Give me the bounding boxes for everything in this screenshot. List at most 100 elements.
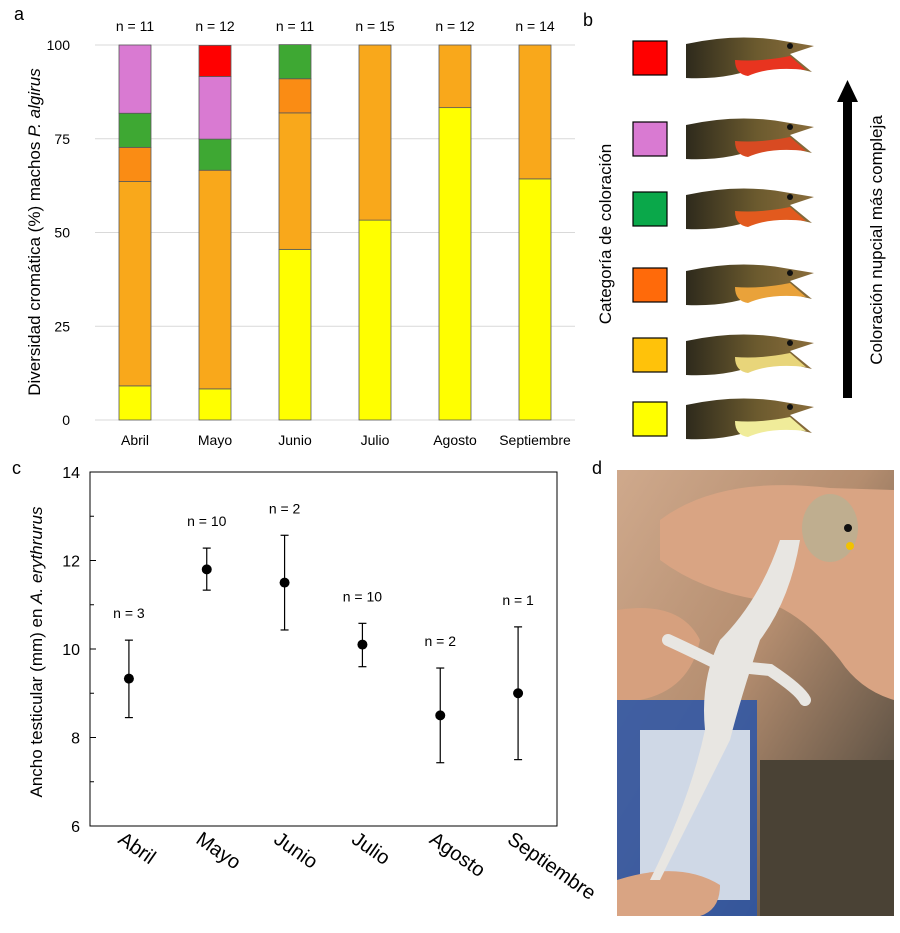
color-swatch: [632, 337, 668, 373]
lizard-throat: [735, 137, 806, 157]
color-swatch: [632, 40, 668, 76]
lizard-eye: [844, 524, 852, 532]
y-tick-label: 14: [62, 465, 80, 482]
lizard-throat: [735, 283, 806, 303]
bar-segment-rosa: [118, 44, 152, 114]
bar-segment-naranja-claro: [198, 169, 232, 390]
y-axis-title: Ancho testicular (mm) en A. erythrurus: [27, 506, 46, 797]
lizard-eye: [787, 124, 793, 130]
sample-size-label: n = 10: [343, 588, 383, 604]
panel-label-b: b: [583, 10, 593, 30]
sample-size-label: n = 1: [502, 592, 534, 608]
mean-point: [357, 639, 368, 650]
bar-segment-verde: [198, 138, 232, 171]
lizard-eye: [787, 404, 793, 410]
lizard-throat: [735, 417, 806, 437]
bar-segment-naranja-claro: [438, 44, 472, 109]
x-tick-label: Abril: [114, 828, 159, 869]
arrow-head: [837, 80, 858, 102]
ground: [760, 760, 894, 916]
sample-size-label: n = 15: [355, 18, 395, 34]
x-tick-label: Agosto: [433, 432, 477, 448]
lizard-head-photo: [686, 117, 814, 163]
y-tick-label: 0: [62, 412, 70, 428]
sample-size-label: n = 10: [187, 513, 227, 529]
color-swatch: [632, 191, 668, 227]
arrow-shaft: [843, 100, 852, 398]
bar-segment-amarillo: [518, 178, 552, 421]
bar-segment-amarillo: [358, 219, 392, 421]
color-swatch: [632, 401, 668, 437]
lizard-eye: [787, 270, 793, 276]
sample-size-label: n = 11: [116, 18, 154, 34]
arrow-label: Coloración nupcial más compleja: [867, 115, 886, 365]
sample-size-label: n = 12: [435, 18, 475, 34]
bar-segment-naranja: [278, 78, 312, 114]
yellow-marker: [846, 542, 854, 550]
bar-segment-rojo: [198, 44, 232, 77]
hand-left: [617, 608, 700, 700]
mean-point: [123, 673, 134, 684]
plot-frame: [89, 471, 558, 827]
sample-size-label: n = 3: [113, 605, 145, 621]
sample-size-label: n = 2: [269, 500, 301, 516]
bar-segment-naranja-claro: [118, 181, 152, 387]
y-tick-label: 8: [71, 731, 80, 748]
lizard-head-shape: [686, 334, 814, 376]
x-tick-label: Junio: [278, 432, 312, 448]
bar-segment-naranja-claro: [358, 44, 392, 221]
error-bar-chart: 6 8 10 12 14 n = 3 n = 10 n = 2 n = 10 n = 2 n = …: [27, 465, 600, 905]
bar-segment-amarillo: [198, 388, 232, 421]
x-tick-label: Junio: [270, 828, 322, 873]
bar-segment-rosa: [198, 76, 232, 140]
lizard-head-photo: [686, 333, 814, 379]
x-tick-label: Abril: [121, 432, 149, 448]
y-tick-label: 100: [47, 37, 71, 53]
lizard-head-photo: [686, 263, 814, 309]
panel-label-d: d: [592, 458, 602, 478]
bar-segment-naranja: [118, 146, 152, 182]
mean-point: [513, 688, 524, 699]
y-tick-label: 75: [54, 131, 70, 147]
bar-segment-naranja-claro: [278, 112, 312, 250]
lizard-head-shape: [686, 264, 814, 306]
x-tick-label: Septiembre: [499, 432, 571, 448]
lizard-throat: [735, 56, 806, 76]
mean-point: [435, 710, 446, 721]
lizard-eye: [787, 43, 793, 49]
y-tick-label: 6: [71, 819, 80, 836]
lizard-legs: [662, 634, 811, 706]
lizard-eye: [787, 194, 793, 200]
lizard-head-photo: [686, 36, 814, 82]
lizard-throat: [735, 353, 806, 373]
lizard-photo: [617, 470, 894, 916]
sample-size-label: n = 14: [515, 18, 555, 34]
color-swatch: [632, 267, 668, 303]
sample-size-label: n = 11: [276, 18, 314, 34]
x-tick-label: Agosto: [425, 828, 489, 882]
sample-size-label: n = 2: [424, 633, 456, 649]
sample-size-label: n = 12: [195, 18, 235, 34]
y-tick-label: 12: [62, 554, 80, 571]
lizard-belly: [650, 540, 800, 880]
bar-segment-amarillo: [438, 107, 472, 421]
y-tick-label: 50: [54, 225, 70, 241]
bar-segment-naranja-claro: [518, 44, 552, 180]
lizard-head-photo: [686, 397, 814, 443]
coloration-category-title: Categoría de coloración: [596, 144, 615, 325]
bar-segment-verde: [118, 112, 152, 148]
x-tick-label: Septiembre: [503, 828, 599, 905]
panel-label-a: a: [14, 4, 25, 24]
mean-point: [279, 577, 290, 588]
x-tick-label: Mayo: [192, 828, 245, 874]
color-swatch: [632, 121, 668, 157]
hand-bottom: [617, 871, 720, 916]
y-axis-title: Diversidad cromática (%) machos P. algir…: [25, 68, 44, 396]
panel-label-c: c: [12, 458, 21, 478]
bar-segment-amarillo: [278, 248, 312, 421]
lizard-throat: [735, 207, 806, 227]
lizard-head-photo: [686, 187, 814, 233]
x-tick-label: Julio: [361, 432, 390, 448]
y-tick-label: 25: [54, 318, 70, 334]
